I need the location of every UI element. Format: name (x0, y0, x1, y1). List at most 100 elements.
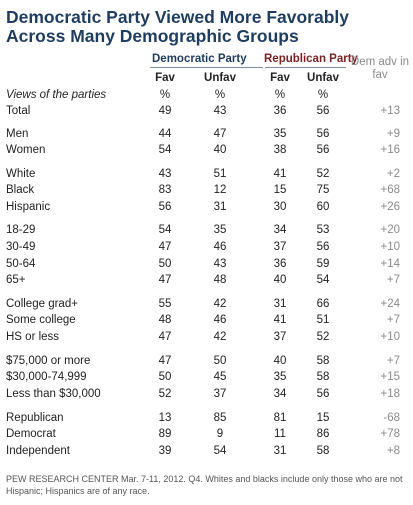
cell-rep-fav: 34 (273, 224, 287, 236)
cell-dem-fav: 56 (158, 201, 172, 213)
row-label: Hispanic (6, 201, 51, 213)
row-label: Some college (6, 314, 76, 326)
col-dem-unfav: Unfav (204, 72, 236, 84)
unit-rep-fav: % (274, 89, 286, 101)
cell-dem-unfav: 47 (213, 128, 227, 140)
cell-rep-unfav: 56 (316, 388, 330, 400)
unit-dem-unfav: % (214, 89, 226, 101)
table-row: Some college 48 46 41 51 +7 (0, 314, 413, 330)
cell-dem-unfav: 46 (213, 314, 227, 326)
row-label: Independent (6, 445, 70, 457)
cell-rep-fav: 11 (274, 428, 286, 440)
cell-dem-unfav: 48 (213, 274, 227, 286)
cell-dem-adv: +7 (386, 314, 400, 326)
cell-rep-unfav: 56 (316, 144, 330, 156)
row-label: 18-29 (6, 224, 36, 236)
cell-dem-fav: 89 (158, 428, 172, 440)
cell-dem-fav: 52 (158, 388, 172, 400)
cell-rep-fav: 81 (273, 412, 287, 424)
table-row: Black 83 12 15 75 +68 (0, 184, 413, 200)
row-label: Democrat (6, 428, 56, 440)
table-row: Republican 13 85 81 15 -68 (0, 412, 413, 428)
cell-rep-fav: 31 (273, 298, 287, 310)
table-row: $30,000-74,999 50 45 35 58 +15 (0, 371, 413, 387)
unit-rep-unfav: % (317, 89, 329, 101)
footnote: PEW RESEARCH CENTER Mar. 7-11, 2012. Q4.… (6, 474, 403, 496)
row-label: College grad+ (6, 298, 78, 310)
cell-dem-unfav: 51 (213, 168, 227, 180)
cell-rep-fav: 31 (273, 445, 287, 457)
cell-rep-fav: 37 (273, 331, 287, 343)
rep-party-header: Republican Party (264, 53, 358, 65)
dem-header-rule (150, 67, 263, 68)
cell-rep-unfav: 59 (316, 258, 330, 270)
table-row: College grad+ 55 42 31 66 +24 (0, 298, 413, 314)
table-row: 50-64 50 43 36 59 +14 (0, 258, 413, 274)
cell-rep-fav: 35 (273, 128, 287, 140)
cell-dem-adv: +8 (386, 445, 400, 457)
cell-rep-fav: 30 (273, 201, 287, 213)
cell-dem-adv: +13 (380, 105, 400, 117)
row-label: $30,000-74,999 (6, 371, 87, 383)
cell-rep-fav: 41 (273, 168, 287, 180)
col-rep-fav: Fav (270, 72, 290, 84)
cell-rep-unfav: 66 (316, 298, 330, 310)
row-label: Men (6, 128, 29, 140)
cell-rep-unfav: 58 (316, 445, 330, 457)
cell-rep-unfav: 58 (316, 371, 330, 383)
cell-rep-unfav: 15 (316, 412, 330, 424)
cell-dem-unfav: 35 (213, 224, 227, 236)
cell-rep-unfav: 86 (316, 428, 330, 440)
row-label: 50-64 (6, 258, 36, 270)
cell-dem-adv: +20 (380, 224, 400, 236)
row-label: 65+ (6, 274, 26, 286)
cell-dem-adv: +2 (386, 168, 400, 180)
chart-title: Democratic Party Viewed More Favorably A… (6, 7, 350, 46)
cell-dem-fav: 39 (158, 445, 172, 457)
cell-dem-unfav: 85 (213, 412, 227, 424)
units-row-label: Views of the parties (6, 89, 107, 101)
row-label: White (6, 168, 36, 180)
table-row: HS or less 47 42 37 52 +10 (0, 331, 413, 347)
table-row: Men 44 47 35 56 +9 (0, 128, 413, 144)
table-row: 65+ 47 48 40 54 +7 (0, 274, 413, 290)
table-row: 30-49 47 46 37 56 +10 (0, 241, 413, 257)
cell-dem-adv: +68 (380, 184, 400, 196)
cell-rep-fav: 36 (273, 258, 287, 270)
cell-dem-adv: +7 (386, 355, 400, 367)
cell-rep-unfav: 56 (316, 105, 330, 117)
row-label: Women (6, 144, 46, 156)
table-row: Total 49 43 36 56 +13 (0, 105, 413, 121)
cell-dem-fav: 47 (158, 241, 172, 253)
cell-dem-unfav: 12 (213, 184, 227, 196)
row-label: Black (6, 184, 35, 196)
cell-dem-fav: 83 (158, 184, 172, 196)
cell-rep-unfav: 51 (316, 314, 330, 326)
cell-dem-fav: 54 (158, 224, 172, 236)
cell-rep-fav: 15 (273, 184, 287, 196)
cell-dem-adv: +26 (380, 201, 400, 213)
cell-dem-unfav: 42 (213, 331, 227, 343)
table-row: Democrat 89 9 11 86 +78 (0, 428, 413, 444)
cell-dem-fav: 55 (158, 298, 172, 310)
dem-adv-header: Dem adv in fav (350, 56, 410, 81)
cell-rep-unfav: 56 (316, 241, 330, 253)
cell-rep-unfav: 58 (316, 355, 330, 367)
row-label: Total (6, 105, 31, 117)
cell-dem-unfav: 45 (213, 371, 227, 383)
cell-dem-fav: 47 (158, 331, 172, 343)
cell-rep-unfav: 52 (316, 168, 330, 180)
rep-header-rule (265, 67, 346, 68)
cell-dem-adv: +10 (380, 331, 400, 343)
cell-dem-fav: 47 (158, 355, 172, 367)
cell-rep-unfav: 56 (316, 128, 330, 140)
cell-rep-fav: 38 (273, 144, 287, 156)
cell-dem-adv: +14 (380, 258, 400, 270)
cell-dem-unfav: 37 (213, 388, 227, 400)
table-row: 18-29 54 35 34 53 +20 (0, 224, 413, 240)
cell-dem-unfav: 31 (213, 201, 227, 213)
cell-rep-unfav: 54 (316, 274, 330, 286)
cell-dem-unfav: 50 (213, 355, 227, 367)
row-label: HS or less (6, 331, 60, 343)
cell-dem-fav: 47 (158, 274, 172, 286)
